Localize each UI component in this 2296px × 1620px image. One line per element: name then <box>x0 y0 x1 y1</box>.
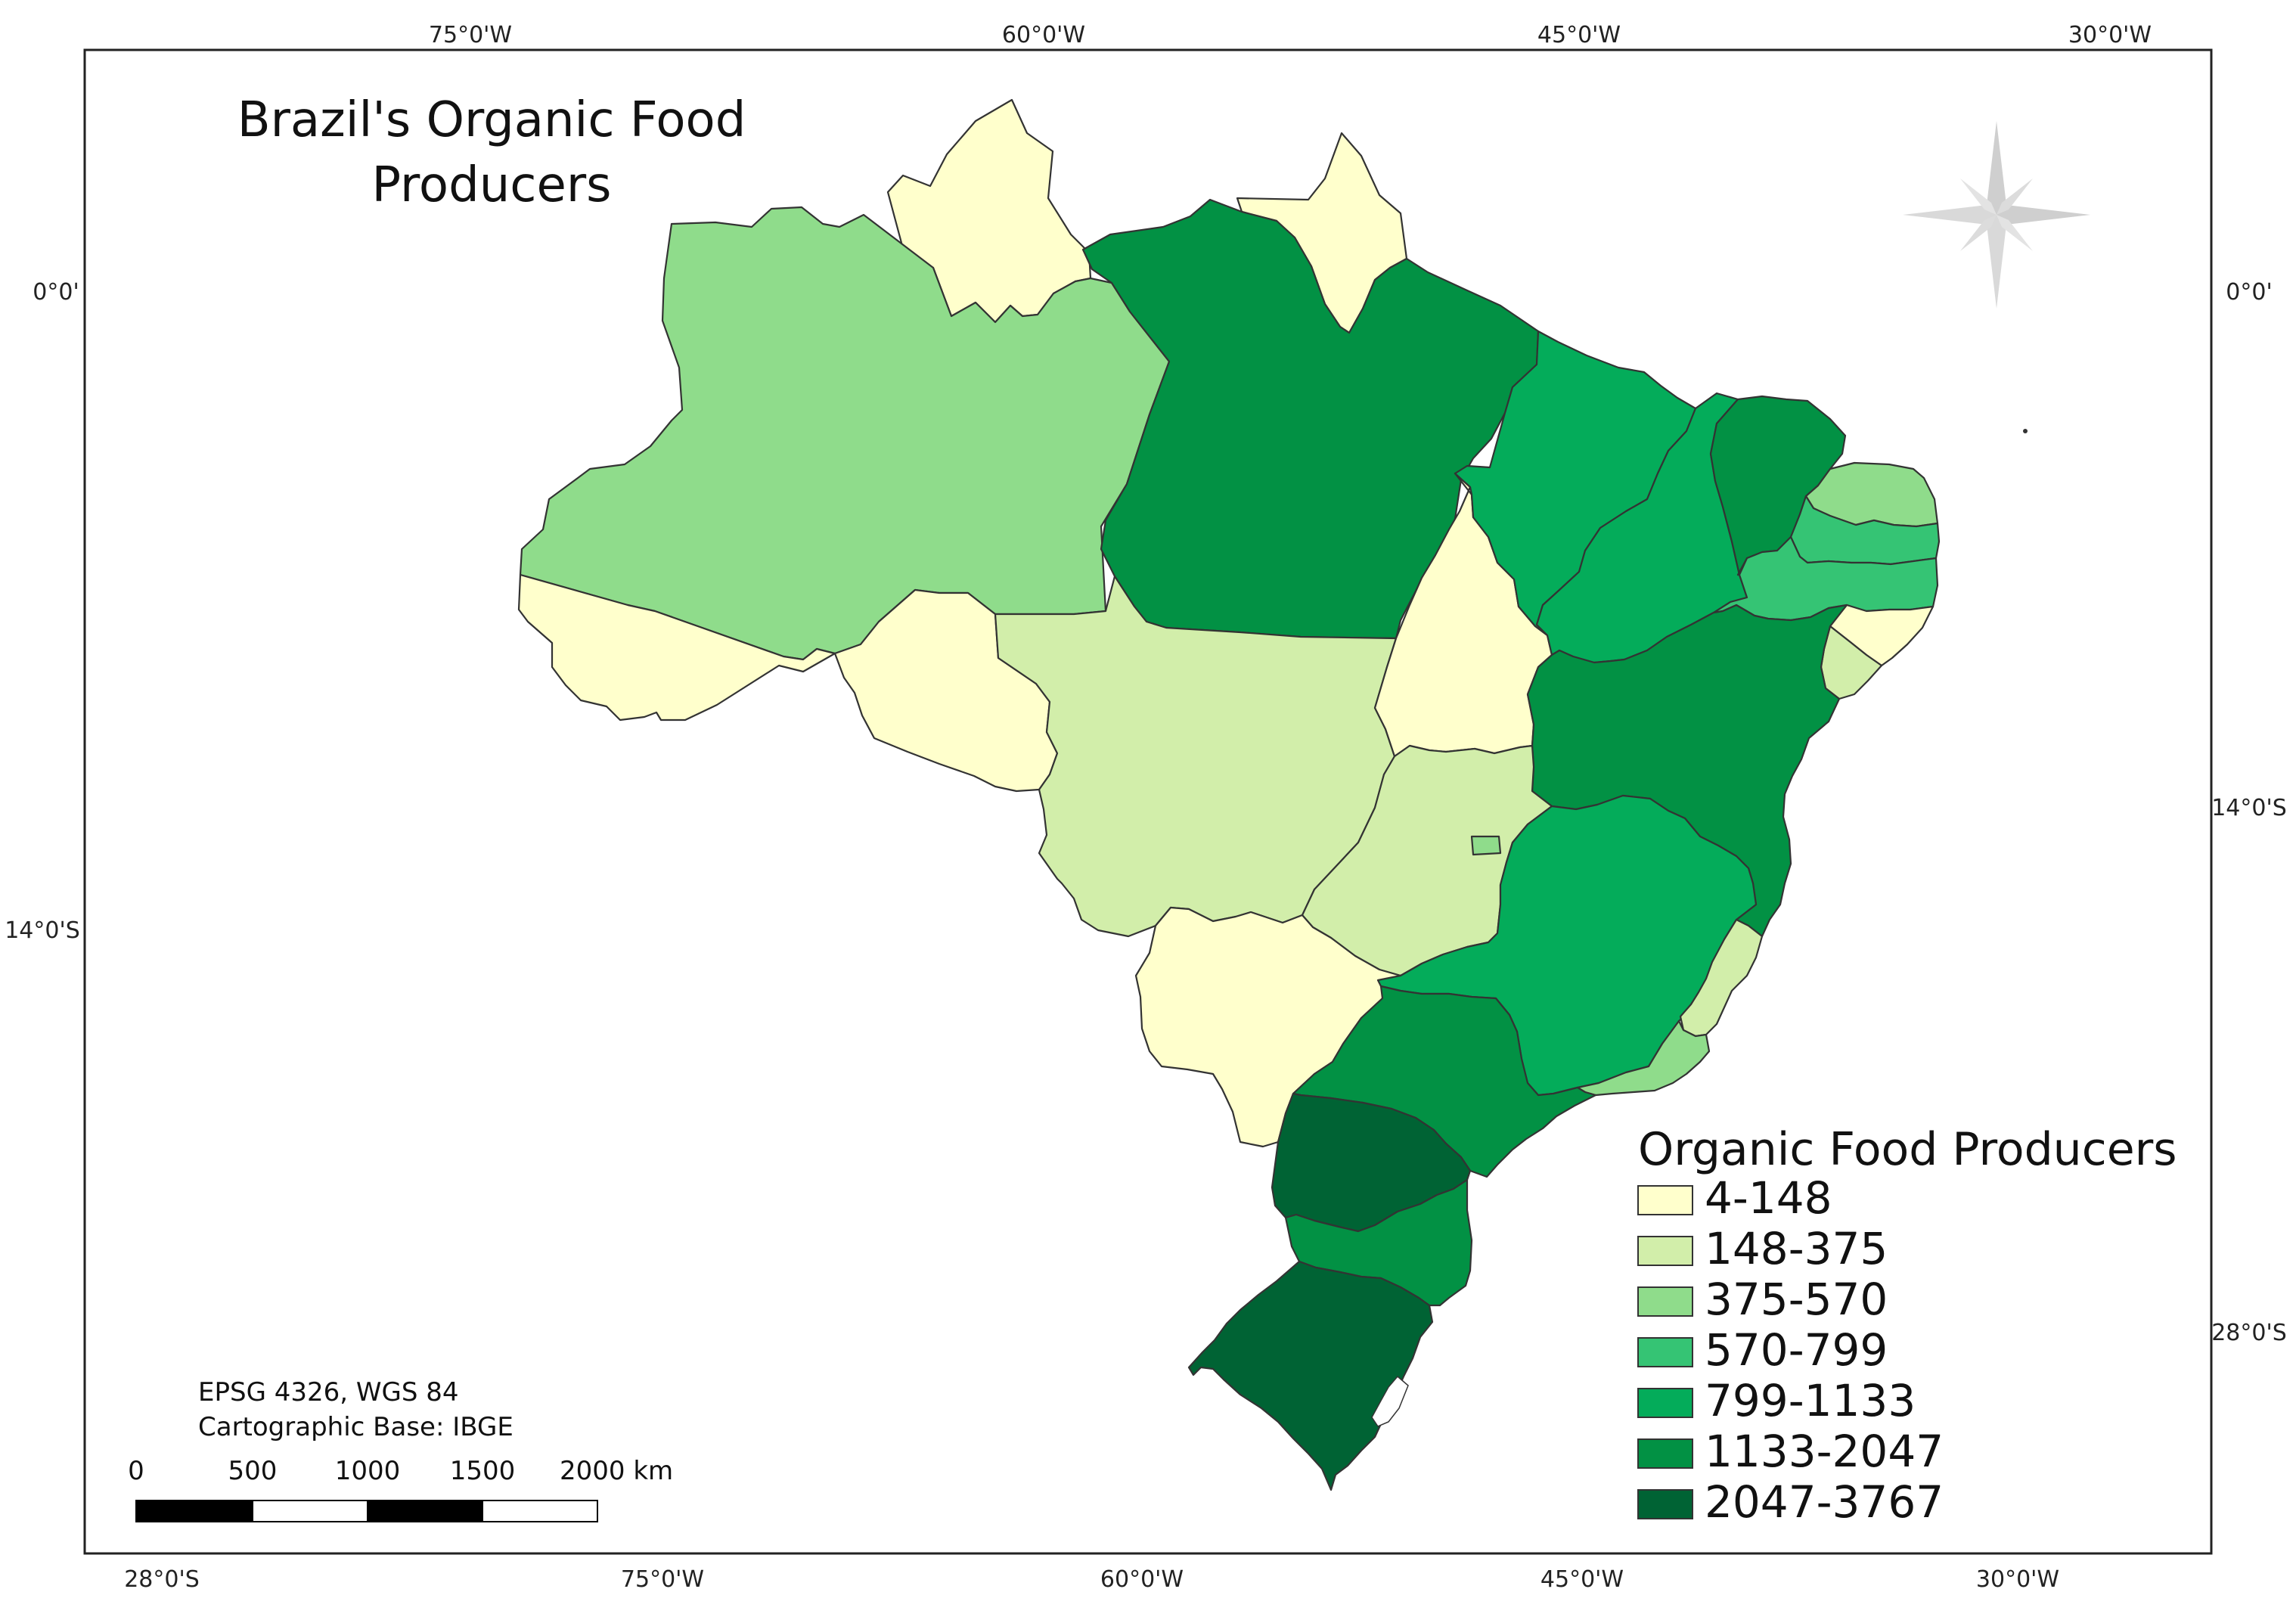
region-rio-de-janeiro <box>1576 1019 1711 1097</box>
region-rio-grande-do-sul <box>1187 1260 1434 1491</box>
map-title-line1: Brazil's Organic Food <box>237 92 746 148</box>
legend-label: 148-375 <box>1705 1223 1888 1274</box>
grid-label: 0°0' <box>2226 279 2272 306</box>
scale-segment <box>482 1500 598 1522</box>
grid-label: 45°0'W <box>1537 22 1621 48</box>
north-star-icon <box>1903 121 2090 309</box>
grid-label: 45°0'W <box>1540 1566 1624 1593</box>
legend: Organic Food Producers 4-148148-375375-5… <box>1637 1123 2177 1528</box>
scale-bar: 0 500 1000 1500 2000 km <box>128 1456 673 1522</box>
grid-label: 75°0'W <box>621 1566 704 1593</box>
legend-label: 4-148 <box>1705 1172 1832 1224</box>
grid-label: 14°0'S <box>2211 795 2287 821</box>
scale-label: 1000 <box>335 1456 401 1486</box>
legend-swatch <box>1637 1388 1693 1418</box>
grid-labels-left: 0°0' 14°0'S <box>5 279 80 944</box>
scale-label: 1500 <box>450 1456 516 1486</box>
map-title-line2: Producers <box>372 157 612 213</box>
grid-labels-bottom: 28°0'S 75°0'W 60°0'W 45°0'W 30°0'W <box>124 1566 2059 1593</box>
grid-labels-right: 0°0' 14°0'S 28°0'S <box>2211 279 2287 1346</box>
legend-swatch <box>1637 1286 1693 1317</box>
lagoa-dos-patos <box>1371 1375 1409 1427</box>
region-acre <box>517 573 836 722</box>
grid-label: 28°0'S <box>2211 1320 2287 1346</box>
source-note: Cartographic Base: IBGE <box>198 1412 513 1442</box>
brazil-states <box>517 98 1941 1491</box>
legend-items: 4-148148-375375-570570-799799-11331133-2… <box>1637 1172 1944 1528</box>
grid-label: 30°0'W <box>1976 1566 2059 1593</box>
grid-label: 0°0' <box>33 279 79 306</box>
grid-label: 75°0'W <box>429 22 512 48</box>
legend-label: 570-799 <box>1705 1324 1888 1376</box>
grid-label: 30°0'W <box>2068 22 2152 48</box>
grid-label: 28°0'S <box>124 1566 200 1593</box>
scale-label: 500 <box>228 1456 278 1486</box>
grid-label: 60°0'W <box>1100 1566 1184 1593</box>
legend-label: 375-570 <box>1705 1274 1888 1325</box>
legend-swatch <box>1637 1489 1693 1519</box>
legend-swatch <box>1637 1185 1693 1215</box>
legend-label: 2047-3767 <box>1705 1476 1944 1528</box>
scale-label: 0 <box>128 1456 144 1486</box>
scale-segment <box>252 1500 368 1522</box>
grid-label: 60°0'W <box>1002 22 1085 48</box>
region-para <box>1081 198 1540 640</box>
projection-note: EPSG 4326, WGS 84 <box>198 1377 458 1407</box>
region-distrito-federal <box>1470 835 1502 856</box>
legend-title: Organic Food Producers <box>1638 1123 2177 1176</box>
grid-labels-top: 75°0'W 60°0'W 45°0'W 30°0'W <box>429 22 2152 48</box>
legend-label: 799-1133 <box>1705 1375 1916 1426</box>
legend-swatch <box>1637 1438 1693 1469</box>
legend-swatch <box>1637 1236 1693 1266</box>
legend-label: 1133-2047 <box>1705 1426 1944 1477</box>
grid-label: 14°0'S <box>5 917 80 944</box>
scale-segment <box>367 1500 483 1522</box>
scale-segment <box>135 1500 253 1522</box>
legend-swatch <box>1637 1337 1693 1367</box>
scale-label: 2000 km <box>560 1456 673 1486</box>
island-marker <box>2023 429 2028 433</box>
